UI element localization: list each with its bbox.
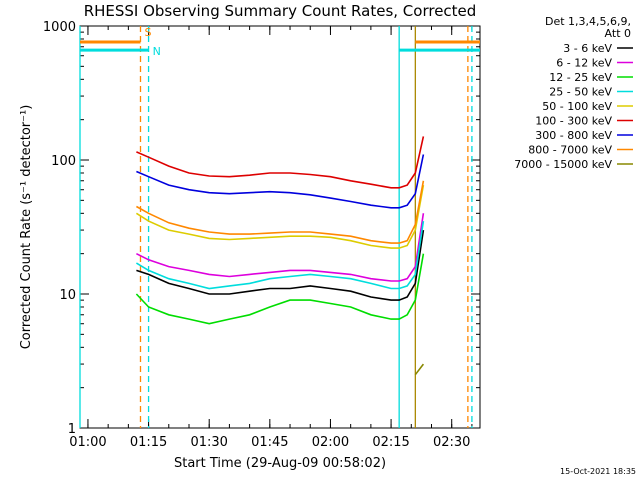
annotation-label: N xyxy=(153,45,161,58)
chart-title: RHESSI Observing Summary Count Rates, Co… xyxy=(84,2,477,20)
x-tick-label: 01:30 xyxy=(190,435,227,450)
legend: Det 1,3,4,5,6,9, Att 0 3 - 6 keV 6 - 12 k… xyxy=(514,15,633,171)
legend-label: 300 - 800 keV xyxy=(535,129,612,142)
series-line xyxy=(135,220,425,290)
y-tick-label: 1 xyxy=(68,422,76,437)
legend-label: 3 - 6 keV xyxy=(563,42,612,55)
x-tick-label: 01:45 xyxy=(251,435,288,450)
legend-label: 25 - 50 keV xyxy=(549,86,612,99)
x-tick-label: 01:00 xyxy=(69,435,106,450)
series-line xyxy=(136,154,425,209)
annotations: SN xyxy=(144,26,160,58)
x-tick-label: 02:00 xyxy=(312,435,349,450)
x-tick-label: 01:15 xyxy=(130,435,167,450)
series-lines xyxy=(135,136,425,376)
y-axis-label: Corrected Count Rate (s⁻¹ detector⁻¹) xyxy=(19,105,34,350)
timestamp: 15-Oct-2021 18:35 xyxy=(560,467,636,476)
legend-header-1: Det 1,3,4,5,6,9, xyxy=(545,15,631,28)
series-line xyxy=(414,363,425,376)
y-tick-label: 1000 xyxy=(43,20,76,35)
y-tick-label: 10 xyxy=(59,288,76,303)
series-line xyxy=(135,184,425,249)
annotation-label: S xyxy=(144,26,151,39)
legend-label: 12 - 25 keV xyxy=(549,71,612,84)
series-line xyxy=(136,229,425,301)
y-axis: 1 10 100 1000 xyxy=(43,20,480,437)
x-tick-label: 02:30 xyxy=(433,435,470,450)
series-line xyxy=(136,180,425,244)
interval-markers xyxy=(79,26,480,428)
legend-label: 7000 - 15000 keV xyxy=(514,158,612,171)
x-tick-label: 02:15 xyxy=(372,435,409,450)
y-tick-label: 100 xyxy=(51,154,76,169)
legend-label: 50 - 100 keV xyxy=(542,100,612,113)
series-line xyxy=(135,253,425,325)
legend-label: 800 - 7000 keV xyxy=(528,144,612,157)
legend-header-2: Att 0 xyxy=(605,27,631,40)
series-line xyxy=(136,213,425,282)
x-axis: 01:00 01:15 01:30 01:45 02:00 02:15 02:30 xyxy=(69,26,473,450)
x-axis-label: Start Time (29-Aug-09 00:58:02) xyxy=(174,456,386,471)
series-line xyxy=(136,136,425,189)
legend-label: 6 - 12 keV xyxy=(556,57,612,70)
legend-label: 100 - 300 keV xyxy=(535,115,612,128)
